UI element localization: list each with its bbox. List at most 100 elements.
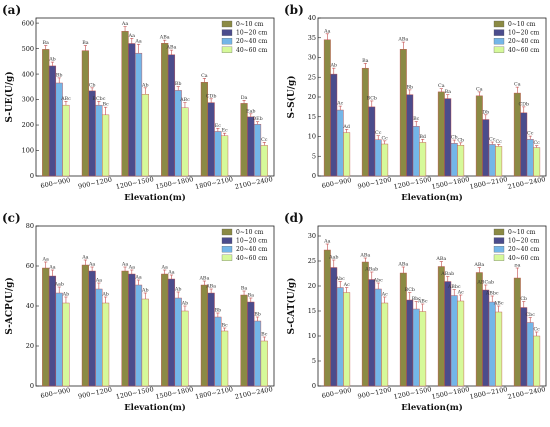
bar-b-10-20-6 <box>520 112 528 177</box>
significance-label: ABbc <box>485 291 499 297</box>
bar-d-40-60-4 <box>457 300 465 387</box>
significance-label: Aa <box>161 265 168 271</box>
significance-label: Bb <box>175 81 182 87</box>
bar-a-10-20-4 <box>167 54 176 177</box>
significance-label: Ca <box>514 82 521 88</box>
bar-a-20-40-3 <box>134 52 143 177</box>
significance-label: Ba <box>514 263 521 269</box>
bar-a-10-20-2 <box>88 90 96 177</box>
significance-label: Aa <box>167 270 174 276</box>
y-tick-label: 500 <box>22 45 34 53</box>
y-tick-label: 5 <box>312 357 316 365</box>
significance-label: CDb <box>206 93 217 99</box>
bar-c-40-60-3 <box>141 298 149 387</box>
x-tick-label: 1200~1500 <box>115 175 154 191</box>
significance-label: Ca <box>476 86 483 92</box>
x-axis-label-d: Elevation(m) <box>401 402 463 413</box>
bar-a-20-40-6 <box>253 124 262 177</box>
y-tick-label: 20 <box>308 282 316 290</box>
x-axis-label-c: Elevation(m) <box>124 402 186 413</box>
significance-label: Bb <box>406 84 413 90</box>
bar-d-40-60-2 <box>381 302 389 387</box>
significance-label: Aa <box>134 39 141 45</box>
y-tick-label: 60 <box>26 262 34 270</box>
significance-label: Aa <box>128 33 135 39</box>
bar-c-20-40-6 <box>253 320 262 387</box>
y-tick-label: 10 <box>308 332 316 340</box>
bar-b-40-60-1 <box>343 132 351 177</box>
bar-b-0-10-5 <box>475 95 483 177</box>
y-tick-label: 200 <box>22 121 34 129</box>
legend-swatch-20-40 <box>493 246 505 253</box>
significance-label: ABa <box>397 37 408 43</box>
bar-a-0-10-4 <box>161 43 169 177</box>
y-axis-label-d: S-CAT(U/g) <box>286 278 297 335</box>
y-tick-label: 20 <box>308 93 316 101</box>
x-tick-label: 2100~2400 <box>234 175 273 191</box>
x-tick-label: 900~1200 <box>77 386 112 401</box>
x-tick-label: 1500~1800 <box>431 175 470 191</box>
bar-b-40-60-2 <box>381 143 389 177</box>
significance-label: ABCab <box>476 280 494 286</box>
y-tick-label: 20 <box>26 342 34 350</box>
bar-d-40-60-3 <box>419 311 427 387</box>
legend-swatch-10-20 <box>493 29 505 36</box>
legend-swatch-10-20 <box>221 29 233 36</box>
y-tick-label: 25 <box>308 73 316 81</box>
bar-b-20-40-6 <box>526 139 534 177</box>
bar-d-20-40-3 <box>412 308 420 387</box>
significance-label: Eab <box>246 108 255 114</box>
bar-a-40-60-3 <box>141 93 149 177</box>
bar-a-40-60-5 <box>221 135 229 177</box>
x-tick-label: 600~900 <box>40 176 71 190</box>
significance-label: Ac <box>336 101 343 107</box>
legend-label-0-10: 0~10 cm <box>236 229 264 236</box>
bar-d-40-60-1 <box>343 292 351 387</box>
significance-label: Bb <box>215 308 222 314</box>
chart-panel-d: 0 5 10 15 20 25 30 S-CAT(U/g) Elevation(m) 600~90… <box>286 225 547 413</box>
bar-a-20-40-2 <box>95 104 103 177</box>
bar-b-20-40-3 <box>412 126 420 177</box>
bar-c-40-60-4 <box>181 310 189 387</box>
legend-label-10-20: 10~20 cm <box>236 238 268 245</box>
x-tick-label: 1800~2100 <box>194 385 233 401</box>
significance-label: Cb <box>457 137 464 143</box>
legend-swatch-40-60 <box>493 46 505 53</box>
legend-swatch-10-20 <box>493 237 505 244</box>
bar-d-0-10-1 <box>323 249 331 387</box>
significance-label: Bb <box>254 312 261 318</box>
bar-d-0-10-5 <box>475 272 483 387</box>
significance-label: ABa <box>397 262 408 268</box>
plot-frame-d <box>317 225 547 387</box>
significance-label: ABab <box>440 271 454 277</box>
bar-c-10-20-5 <box>207 292 215 387</box>
bar-c-10-20-4 <box>167 278 176 387</box>
y-tick-label: 40 <box>308 14 316 22</box>
significance-label: Ca <box>438 83 445 89</box>
x-tick-label: 900~1200 <box>77 176 112 191</box>
significance-label: Ac <box>343 282 350 288</box>
bar-c-0-10-6 <box>240 294 248 387</box>
significance-label: Db <box>482 109 489 115</box>
significance-label: Ca <box>201 73 208 79</box>
bar-a-0-10-3 <box>121 31 129 177</box>
chart-panel-c: 0 20 40 60 80 S-ACP(U/g) Elevation(m) 600~900 Aa… <box>4 222 275 413</box>
bar-d-0-10-4 <box>437 266 445 387</box>
panel-letter-c: (c) <box>2 211 21 225</box>
significance-label: ABc <box>493 301 504 307</box>
x-tick-label: 1200~1500 <box>393 385 432 401</box>
x-tick-label: 1200~1500 <box>393 175 432 191</box>
significance-label: Aa <box>88 262 95 268</box>
x-tick-label: 600~900 <box>40 386 71 400</box>
significance-label: Ab <box>48 57 56 63</box>
significance-label: ABc <box>417 299 428 305</box>
legend-label-40-60: 40~60 cm <box>508 47 540 54</box>
x-tick-label: 2100~2400 <box>507 385 546 401</box>
significance-label: Bc <box>413 116 420 122</box>
bar-c-40-60-6 <box>260 340 268 387</box>
bar-c-10-20-3 <box>128 273 136 387</box>
bar-b-20-40-1 <box>336 109 344 177</box>
x-tick-label: 1500~1800 <box>155 175 194 191</box>
significance-label: Cc <box>534 140 541 146</box>
legend-label-40-60: 40~60 cm <box>508 255 540 262</box>
